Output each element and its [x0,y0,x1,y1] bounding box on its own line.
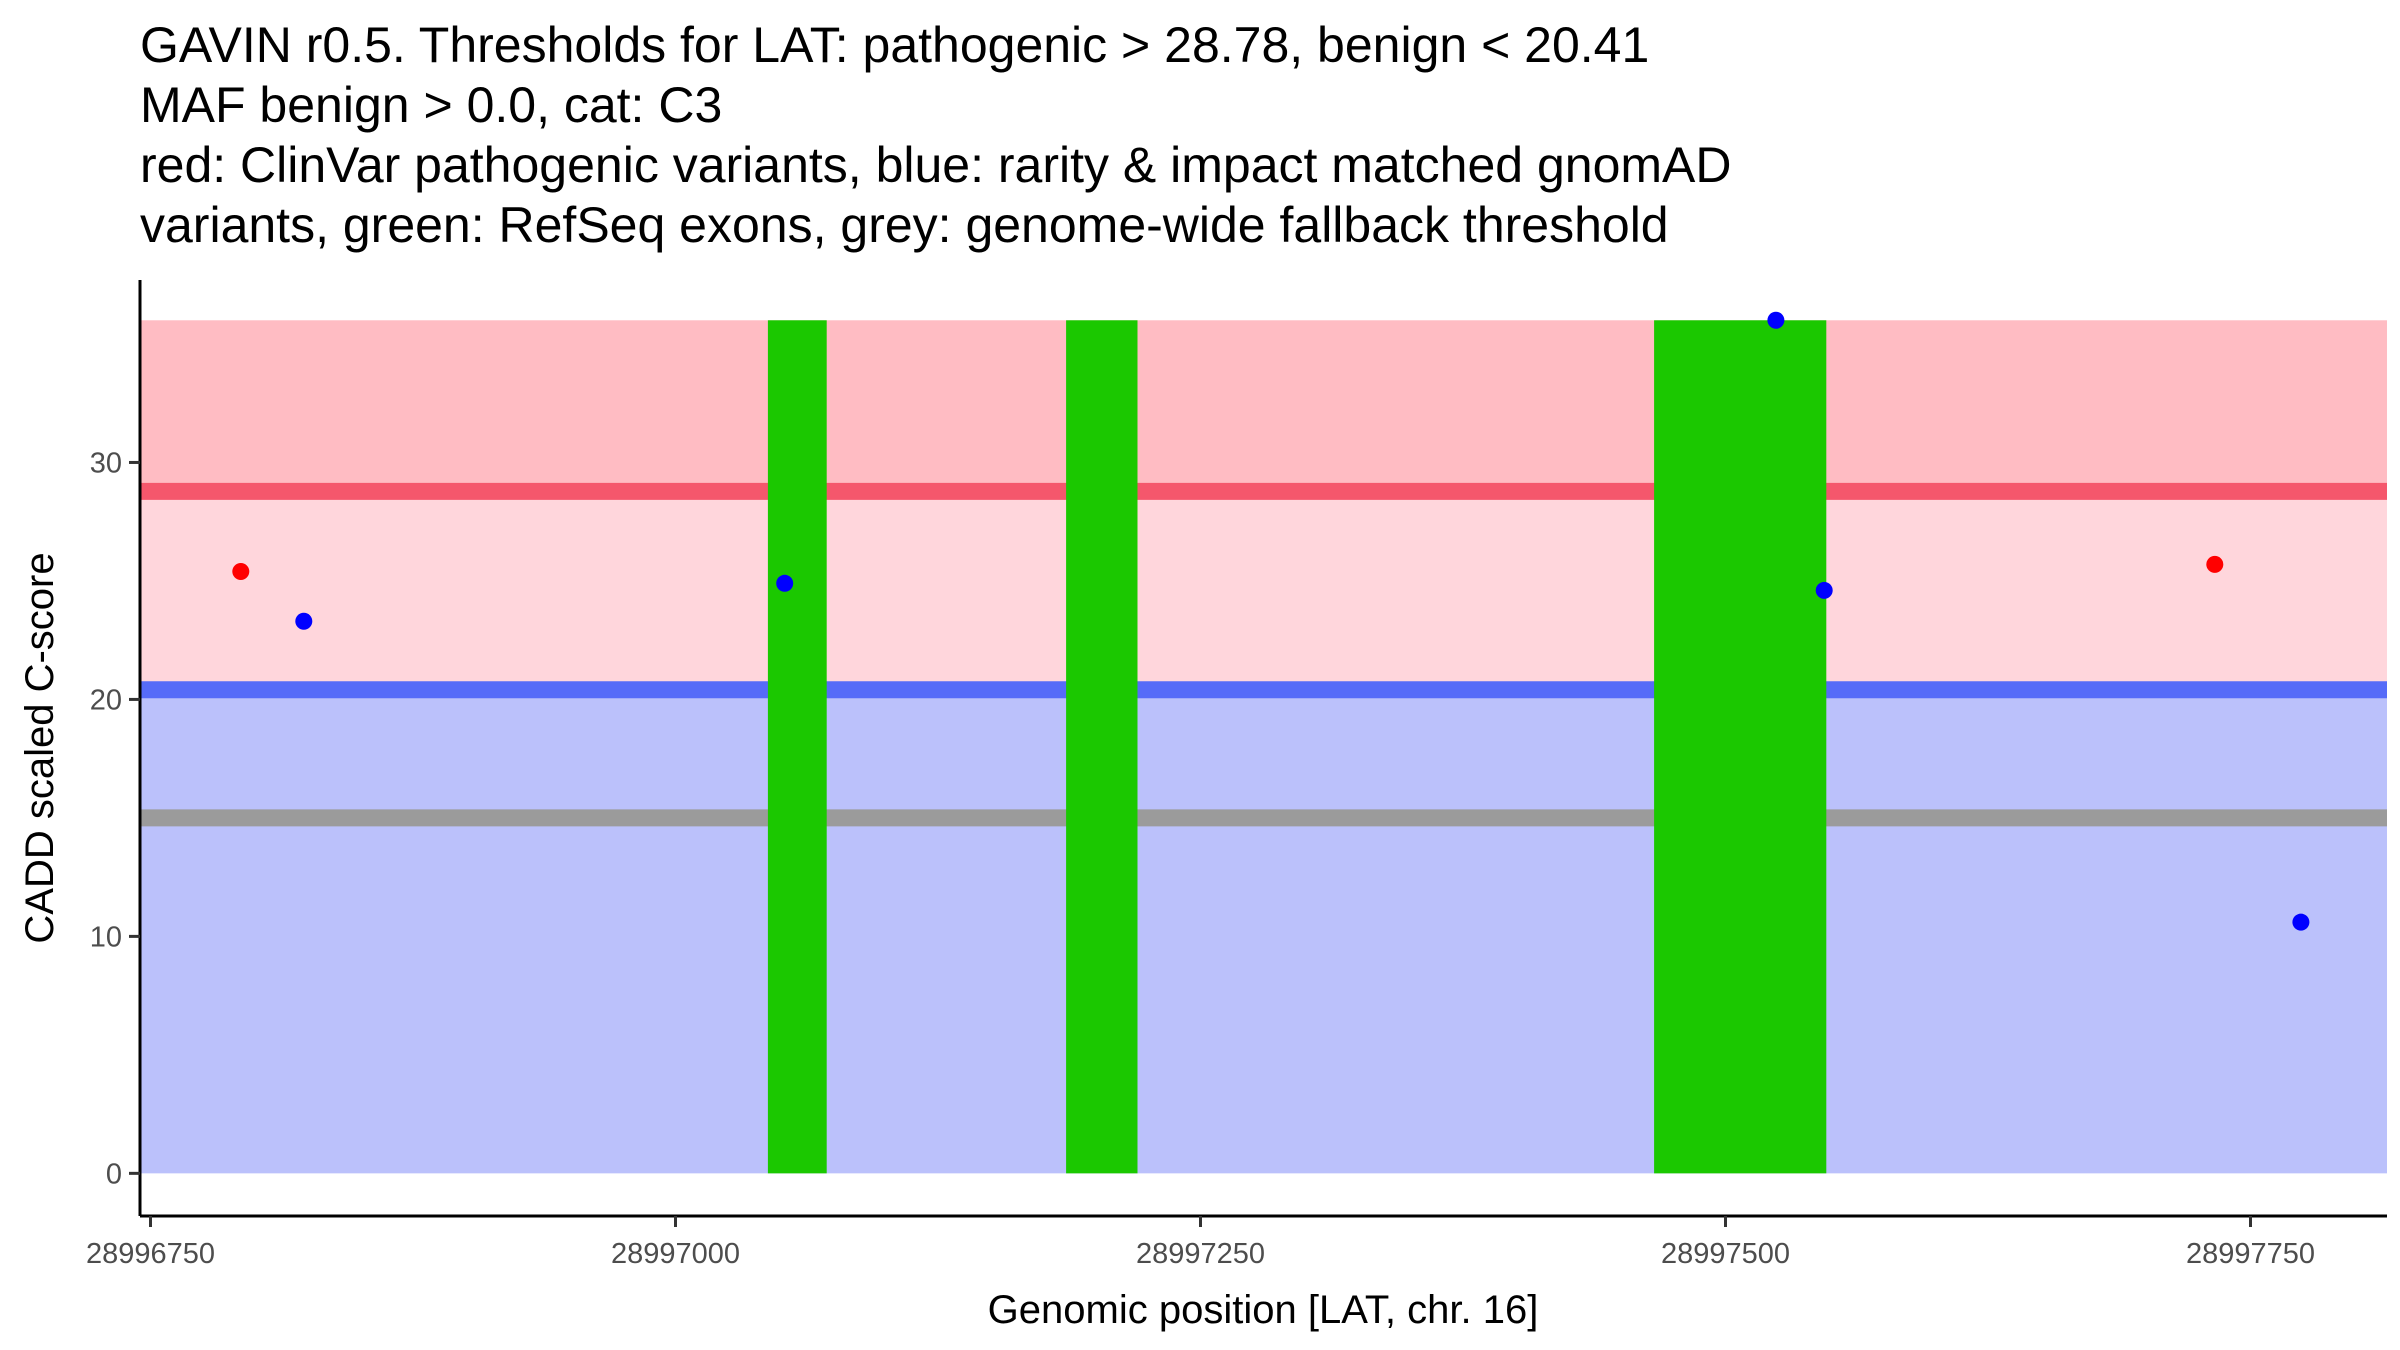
exon-bar-2 [1066,320,1138,1174]
title-line-1: GAVIN r0.5. Thresholds for LAT: pathogen… [140,17,1649,73]
y-axis-ticks: 0 10 20 30 [90,447,140,1190]
title-line-3: red: ClinVar pathogenic variants, blue: … [140,137,1731,193]
x-tick-label: 28997500 [1661,1238,1790,1270]
gnomad-point-2 [776,574,794,592]
exon-bar-3 [1654,320,1827,1174]
gnomad-point-4 [1815,581,1833,599]
variant-points [232,311,2310,931]
y-tick-label: 0 [106,1158,122,1190]
threshold-lines [140,482,2387,827]
title-line-4: variants, green: RefSeq exons, grey: gen… [140,197,1669,253]
chart-title: GAVIN r0.5. Thresholds for LAT: pathogen… [140,17,1731,253]
benign-region [140,689,2387,1174]
gnomad-point-3 [1767,311,1785,329]
y-axis-label: CADD scaled C-score [18,552,62,943]
x-tick-label: 28997750 [2186,1238,2315,1270]
clinvar-point-2 [2206,555,2224,573]
clinvar-point-1 [232,562,250,580]
gnomad-point-5 [2292,913,2310,931]
intermediate-region [140,491,2387,690]
y-tick-label: 20 [90,684,122,716]
x-axis-label: Genomic position [LAT, chr. 16] [988,1288,1539,1332]
y-tick-label: 30 [90,447,122,479]
x-tick-label: 28997250 [1136,1238,1265,1270]
x-tick-label: 28996750 [86,1238,215,1270]
x-tick-label: 28997000 [611,1238,740,1270]
pathogenic-region [140,320,2387,492]
exon-bars [767,320,1827,1174]
x-axis-ticks: 28996750 28997000 28997250 28997500 28997750 [86,1216,2315,1270]
title-line-2: MAF benign > 0.0, cat: C3 [140,77,722,133]
y-tick-label: 10 [90,921,122,953]
region-bands [140,320,2387,1174]
gnomad-point-1 [295,612,313,630]
exon-bar-1 [767,320,827,1174]
